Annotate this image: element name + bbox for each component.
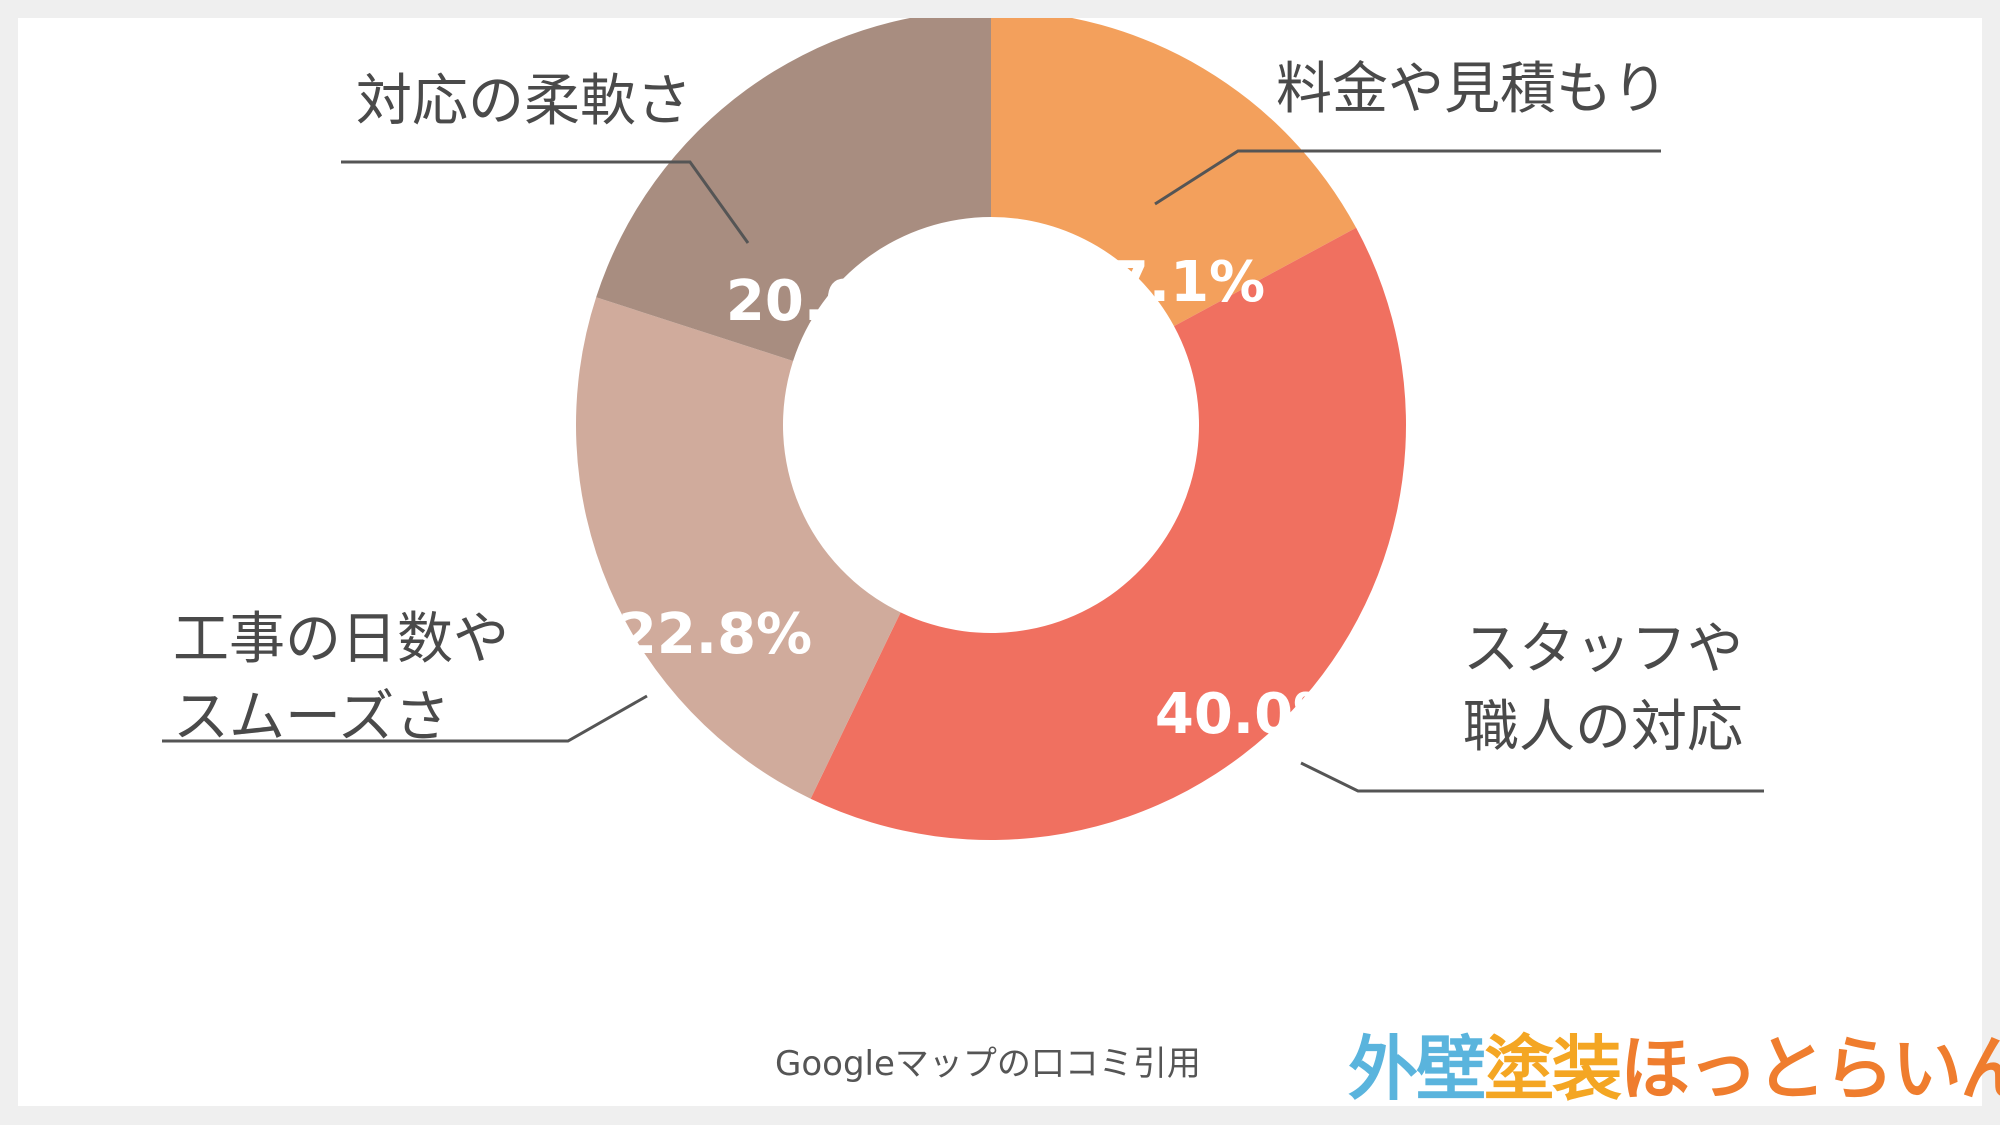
category-label-pricing: 料金や見積もり — [1276, 57, 1668, 122]
slice-flexibility — [596, 18, 991, 361]
slice-pricing — [991, 18, 1357, 327]
category-label-flexibility: 対応の柔軟さ — [356, 69, 692, 134]
category-label-line: 工事の日数や — [173, 607, 509, 672]
category-label-staff: スタッフや職人の対応 — [1463, 617, 1743, 760]
leader-line-pricing — [1154, 149, 1661, 206]
pct-label-pricing: 17.1% — [1071, 250, 1265, 315]
leader-line-staff — [1300, 761, 1764, 793]
pct-label-staff: 40.0% — [1155, 682, 1349, 747]
logo-part-1: 外壁 — [1348, 1028, 1486, 1110]
slice-staff — [810, 227, 1407, 841]
pct-label-duration: 22.8% — [618, 602, 812, 667]
brand-logo: 外壁塗装ほっとらいん — [1348, 1013, 2000, 1114]
category-label-duration: 工事の日数やスムーズさ — [173, 607, 509, 750]
category-label-line: 職人の対応 — [1463, 695, 1743, 760]
category-label-line: 対応の柔軟さ — [356, 69, 692, 134]
pct-label-flexibility: 20.0% — [726, 269, 920, 334]
logo-part-3: ほっとらいん — [1620, 1028, 2000, 1110]
chart-card: 17.1% 40.0% 22.8% 20.0% 料金や見積もりスタッフや職人の対応 工事… — [18, 18, 2000, 1110]
category-label-line: 料金や見積もり — [1276, 57, 1668, 122]
source-note: Googleマップの口コミ引用 — [775, 1044, 1201, 1084]
leader-line-duration — [162, 694, 648, 743]
category-label-line: スムーズさ — [173, 685, 450, 750]
category-label-line: スタッフや — [1463, 617, 1743, 682]
logo-part-2: 塗装 — [1484, 1028, 1622, 1110]
leader-line-flexibility — [341, 160, 750, 244]
slice-duration — [576, 297, 901, 799]
